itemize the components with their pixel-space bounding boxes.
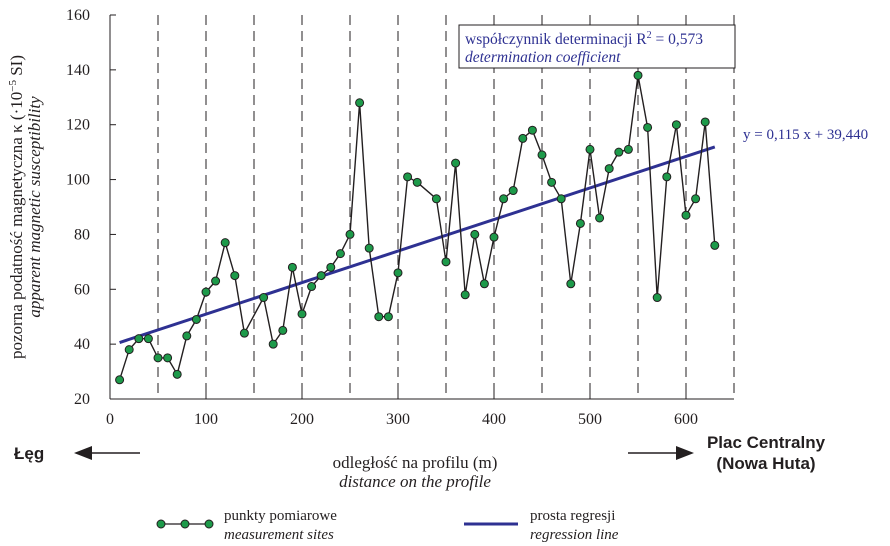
- measurement-point: [394, 269, 402, 277]
- legend-measurement-label-en: measurement sites: [224, 527, 334, 543]
- measurement-point: [634, 71, 642, 79]
- regression-equation: y = 0,115 x + 39,440: [743, 127, 868, 143]
- measurement-point: [125, 346, 133, 354]
- measurement-point: [605, 165, 613, 173]
- measurement-point: [576, 219, 584, 227]
- measurement-point: [557, 195, 565, 203]
- y-tick-label: 40: [74, 336, 90, 353]
- regression-line-path: [120, 147, 715, 343]
- right-place-label: Plac Centralny: [707, 433, 826, 452]
- r2-annotation-text: współczynnik determinacji R2 = 0,573: [465, 30, 703, 48]
- measurement-point: [490, 233, 498, 241]
- y-axis-label-en: apparent magnetic susceptibility: [25, 96, 44, 318]
- x-tick-label: 0: [106, 411, 114, 428]
- x-axis-label-en: distance on the profile: [339, 472, 491, 491]
- measurement-point: [432, 195, 440, 203]
- measurement-point: [183, 332, 191, 340]
- x-tick-label: 200: [290, 411, 314, 428]
- measurement-point: [663, 173, 671, 181]
- measurement-point: [548, 178, 556, 186]
- legend: punkty pomiarowe measurement sites prost…: [157, 508, 619, 543]
- x-axis-label: odległość na profilu (m): [333, 453, 498, 472]
- measurement-point: [404, 173, 412, 181]
- y-tick-label: 160: [66, 7, 90, 24]
- right-place-label-2: (Nowa Huta): [716, 454, 815, 473]
- right-arrow: [628, 446, 694, 460]
- measurement-point: [327, 263, 335, 271]
- measurement-point: [240, 329, 248, 337]
- measurement-point: [279, 326, 287, 334]
- legend-measurement-label: punkty pomiarowe: [224, 508, 337, 524]
- measurement-point: [144, 335, 152, 343]
- measurement-point: [624, 145, 632, 153]
- measurement-point: [164, 354, 172, 362]
- measurement-line: [120, 75, 715, 380]
- x-tick-label: 100: [194, 411, 218, 428]
- legend-measurement-symbol: [157, 520, 213, 528]
- measurement-point: [356, 99, 364, 107]
- measurement-point: [567, 280, 575, 288]
- x-tick-label: 400: [482, 411, 506, 428]
- measurement-point: [135, 335, 143, 343]
- measurement-point: [212, 277, 220, 285]
- measurement-point: [528, 126, 536, 134]
- measurement-point: [365, 244, 373, 252]
- measurement-point: [480, 280, 488, 288]
- legend-regression-label: prosta regresji: [530, 508, 615, 524]
- measurement-point: [711, 241, 719, 249]
- y-tick-label: 140: [66, 62, 90, 79]
- measurement-point: [116, 376, 124, 384]
- measurement-point: [317, 272, 325, 280]
- measurement-point: [461, 291, 469, 299]
- measurement-point: [346, 230, 354, 238]
- measurement-point: [672, 121, 680, 129]
- y-axis-label: pozorna podatność magnetyczna κ (·10−5 S…: [7, 55, 26, 359]
- y-tick-label: 20: [74, 391, 90, 408]
- measurement-point: [692, 195, 700, 203]
- measurement-point: [260, 294, 268, 302]
- y-tick-label: 100: [66, 172, 90, 189]
- r2-annotation-text-en: determination coefficient: [465, 49, 621, 66]
- x-tick-label: 500: [578, 411, 602, 428]
- measurement-point: [682, 211, 690, 219]
- measurement-point: [375, 313, 383, 321]
- measurement-point: [173, 370, 181, 378]
- legend-regression-label-en: regression line: [530, 527, 619, 543]
- measurement-point: [500, 195, 508, 203]
- measurement-point: [288, 263, 296, 271]
- measurement-point: [154, 354, 162, 362]
- measurement-point: [452, 159, 460, 167]
- y-tick-label: 120: [66, 117, 90, 134]
- measurement-point: [384, 313, 392, 321]
- measurement-point: [509, 187, 517, 195]
- measurement-point: [202, 288, 210, 296]
- measurement-point: [269, 340, 277, 348]
- measurement-point: [586, 145, 594, 153]
- measurement-point: [192, 315, 200, 323]
- measurement-point: [596, 214, 604, 222]
- measurement-point: [538, 151, 546, 159]
- measurement-point: [336, 250, 344, 258]
- left-arrow: [74, 446, 140, 460]
- measurement-point: [644, 123, 652, 131]
- gridlines: [158, 15, 734, 399]
- y-tick-label: 80: [74, 226, 90, 243]
- measurement-point: [701, 118, 709, 126]
- y-tick-label: 60: [74, 281, 90, 298]
- measurement-point: [308, 283, 316, 291]
- x-tick-label: 600: [674, 411, 698, 428]
- measurement-point: [221, 239, 229, 247]
- x-tick-label: 300: [386, 411, 410, 428]
- measurement-point: [413, 178, 421, 186]
- measurement-point: [442, 258, 450, 266]
- measurement-point: [615, 148, 623, 156]
- regression-line: [120, 147, 715, 343]
- measurement-point: [471, 230, 479, 238]
- measurement-point: [653, 294, 661, 302]
- measurement-point: [519, 134, 527, 142]
- measurement-point: [298, 310, 306, 318]
- measurement-point: [231, 272, 239, 280]
- left-place-label: Łęg: [14, 444, 44, 463]
